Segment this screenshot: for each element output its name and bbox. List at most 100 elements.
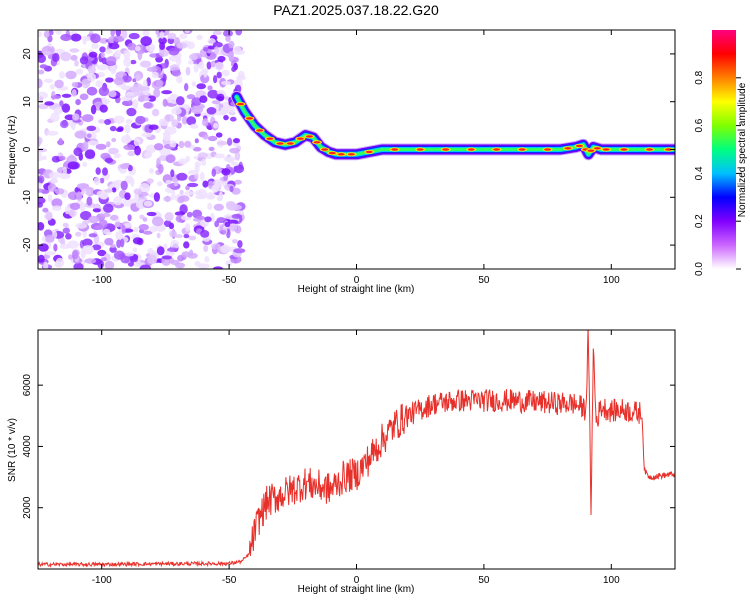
ridge-core [564,147,572,150]
noise-blob [146,211,157,217]
noise-blob [200,230,210,238]
noise-blob [98,219,108,228]
x-tick-label: -100 [92,275,112,286]
noise-blob [194,172,199,180]
noise-blob [187,182,199,188]
x-tick-label: 100 [603,575,620,586]
noise-blob [88,51,98,58]
noise-blob [91,244,102,251]
snr-x-ticks: -100 -50 0 50 100 [92,330,620,586]
noise-blob [203,47,209,52]
noise-blob [82,35,87,45]
figure-title: PAZ1.2025.037.18.22.G20 [273,2,439,18]
noise-blob [114,49,122,58]
noise-blob [226,156,235,164]
noise-blob [227,137,233,146]
noise-blob [70,33,82,42]
noise-blob [156,246,165,256]
noise-blob [163,30,170,36]
noise-blob [223,30,233,37]
x-tick-label: -50 [222,275,237,286]
noise-region [38,30,247,269]
noise-blob [74,130,87,139]
noise-blob [43,254,51,259]
noise-blob [173,180,179,187]
noise-blob [47,183,57,192]
noise-blob [120,135,132,144]
noise-blob [137,50,143,61]
noise-blob [62,166,67,175]
noise-blob [169,140,177,148]
noise-blob [73,262,84,269]
noise-blob [197,263,210,269]
noise-blob [188,53,198,61]
noise-blob [229,185,234,193]
noise-blob [75,99,81,106]
noise-blob [62,222,69,228]
noise-blob [179,189,184,195]
noise-blob [162,73,167,82]
colorbar-tick-label: 0.6 [694,118,705,132]
spectrogram-x-label: Height of straight line (km) [298,284,415,295]
noise-blob [127,164,133,172]
noise-blob [146,178,154,184]
noise-blob [87,65,96,74]
noise-blob [176,75,183,84]
noise-blob [151,71,159,79]
noise-blob [201,158,207,166]
noise-blob [171,107,182,115]
ridge-core [467,148,475,151]
noise-blob [221,80,232,86]
noise-blob [216,141,229,146]
ridge-core [602,148,610,151]
noise-blob [122,75,132,83]
noise-blob [104,188,113,193]
noise-blob [110,30,115,37]
noise-blob [48,30,54,36]
noise-blob [215,132,223,138]
noise-blob [138,86,150,91]
noise-blob [104,260,115,269]
noise-blob [48,171,60,179]
noise-blob [179,195,190,202]
noise-blob [126,107,137,117]
noise-blob [130,177,135,187]
noise-blob [85,189,92,196]
noise-blob [163,220,172,228]
noise-blob [60,33,72,42]
noise-blob [123,57,132,67]
noise-blob [43,30,50,38]
noise-blob [50,112,60,122]
noise-blob [92,208,102,213]
noise-blob [142,230,153,235]
noise-blob [193,63,199,73]
noise-blob [181,116,188,125]
noise-blob [220,107,229,114]
noise-blob [87,140,99,146]
ridge-core [587,149,595,152]
noise-blob [191,81,197,87]
noise-blob [38,197,46,205]
colorbar-tick-label: 0.2 [694,214,705,228]
noise-blob [233,138,240,144]
ridge-core [442,148,450,151]
noise-blob [188,235,197,241]
noise-blob [46,130,59,136]
noise-blob [42,207,49,213]
noise-blob [156,232,161,239]
spectrogram-x-ticks: -100 -50 0 50 100 [92,30,620,286]
noise-blob [185,155,190,163]
noise-blob [133,226,139,233]
noise-blob [143,151,153,159]
noise-blob [225,35,231,42]
noise-blob [148,124,159,130]
noise-blob [135,115,146,125]
noise-blob [116,239,122,249]
noise-blob [171,119,179,128]
colorbar: 0.0 0.2 0.4 0.6 0.8 Normalized spectral ampl… [694,30,748,276]
noise-blob [228,40,235,49]
noise-blob [211,184,219,193]
noise-blob [221,168,231,176]
noise-blob [138,224,149,231]
